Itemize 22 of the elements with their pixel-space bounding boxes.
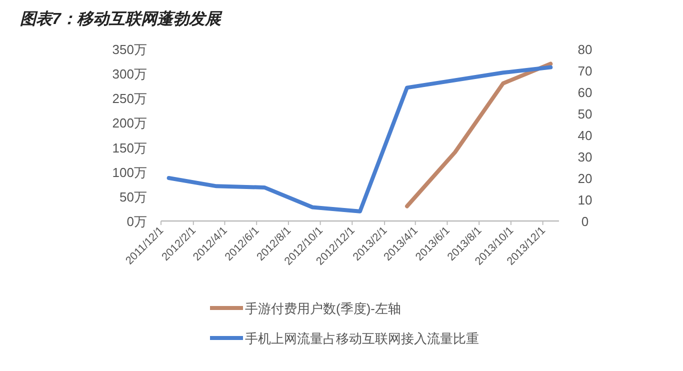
y2-tick-label: 40 [578, 128, 592, 143]
y2-tick-label: 60 [578, 85, 592, 100]
y2-tick-label: 20 [578, 171, 592, 186]
y2-tick-label: 70 [578, 64, 592, 78]
y2-tick-label: 50 [578, 106, 592, 122]
y2-tick-label: 30 [578, 150, 592, 164]
legend-label: 手机上网流量占移动互联网接入流量比重 [245, 331, 479, 346]
line-series [405, 62, 553, 208]
y-tick-label: 50万 [120, 189, 147, 204]
y-tick-label: 350万 [112, 42, 147, 57]
y-tick-label: 200万 [112, 116, 147, 131]
line-series [166, 65, 553, 214]
y-tick-label: 0万 [126, 214, 147, 229]
y2-tick-label: 0 [581, 214, 589, 229]
y2-tick-label: 80 [578, 42, 592, 57]
y2-tick-label: 10 [578, 192, 592, 208]
legend-label: 手游付费用户数(季度)-左轴 [245, 301, 401, 316]
y-tick-label: 150万 [112, 140, 147, 156]
y-tick-label: 100万 [112, 164, 147, 180]
chart-title: 图表7：移动互联网蓬勃发展 [20, 10, 223, 28]
y-tick-label: 250万 [112, 91, 147, 106]
y-tick-label: 300万 [112, 66, 147, 82]
